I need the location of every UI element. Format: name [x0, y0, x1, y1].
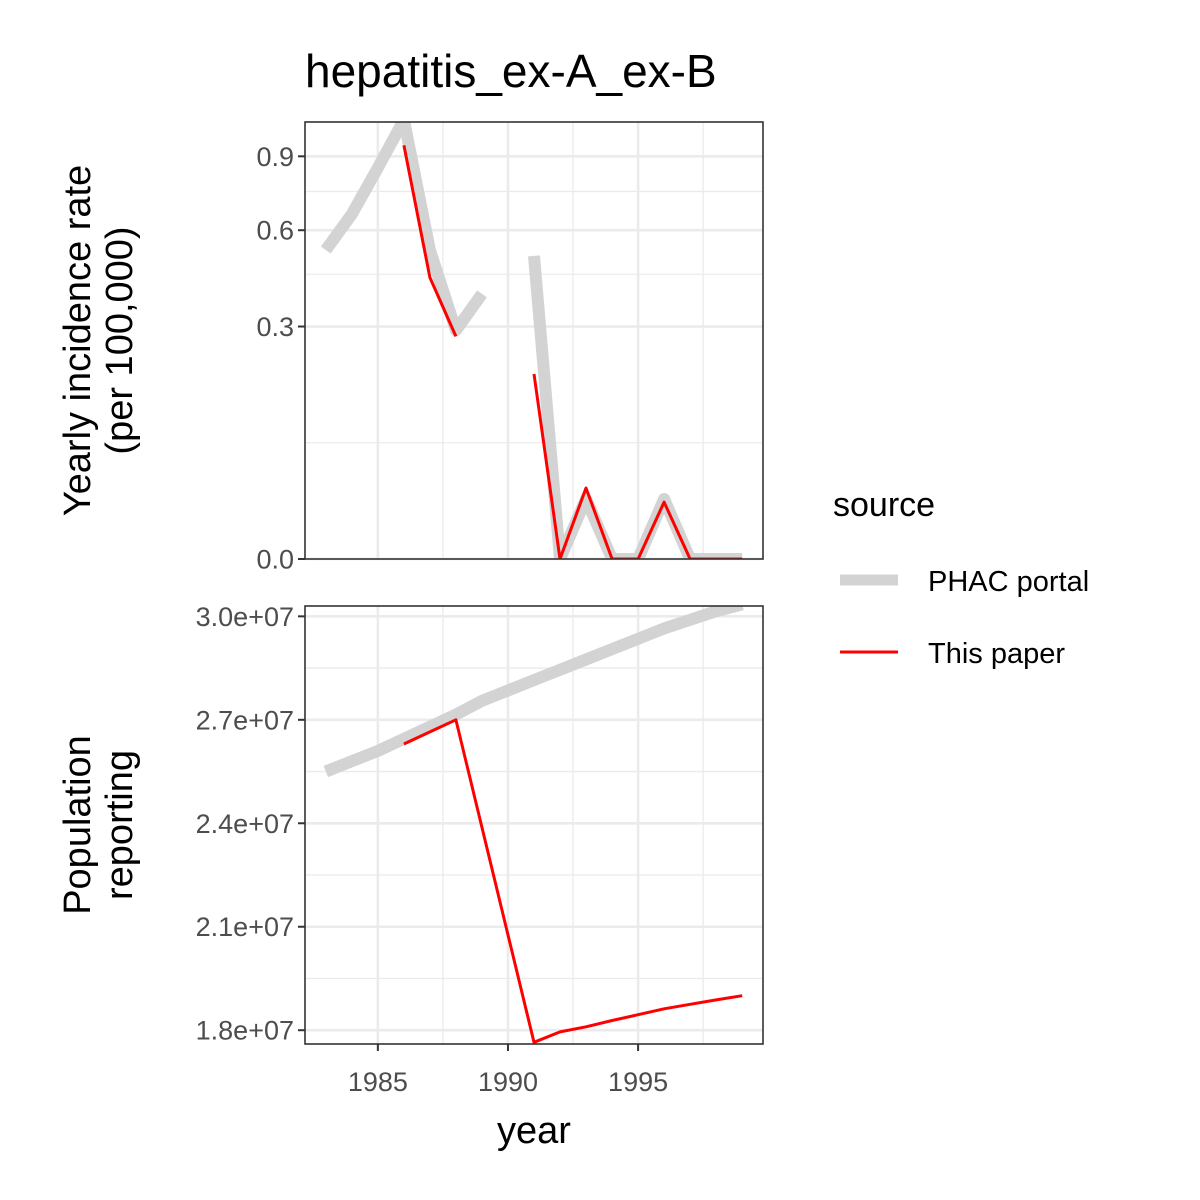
y-tick-label: 1.8e+07 — [196, 1016, 294, 1046]
x-tick-label: 1985 — [348, 1067, 408, 1097]
panel-border — [304, 605, 764, 1045]
legend: source PHAC portal This paper — [833, 486, 1089, 670]
legend-label-phac-portal: PHAC portal — [928, 566, 1089, 598]
legend-title: source — [833, 486, 935, 524]
y-tick-label: 0.6 — [256, 216, 294, 246]
population-panel: 1.8e+07 2.1e+07 2.4e+07 2.7e+07 3.0e+07 Popul… — [57, 602, 764, 1046]
panel-series — [320, 122, 743, 559]
y-tick-label: 2.7e+07 — [196, 705, 294, 735]
panel-series — [323, 606, 744, 1044]
y-axis-title: Yearly incidence rate(per 100,000) — [57, 165, 141, 516]
y-tick-label: 0.0 — [256, 545, 294, 575]
panel-background — [305, 122, 763, 559]
series-line-phac-portal — [320, 122, 487, 337]
legend-label-this-paper: This paper — [928, 638, 1065, 670]
x-axis-title: year — [497, 1110, 571, 1152]
series-line-phac-portal — [323, 606, 744, 778]
y-axis-title-line: reporting — [99, 750, 141, 900]
series-line-this-paper — [532, 373, 743, 559]
y-axis-title-line: Yearly incidence rate — [57, 165, 99, 516]
x-axis: 1985 1990 1995 — [348, 1044, 668, 1097]
y-tick-label: 3.0e+07 — [196, 602, 294, 632]
y-tick-label: 2.1e+07 — [196, 912, 294, 942]
y-tick-label: 0.3 — [256, 312, 294, 342]
incidence-panel: 0.0 0.3 0.6 0.9 Yearly incidence rate(per 10… — [57, 121, 764, 575]
y-tick-label: 0.9 — [256, 142, 294, 172]
y-tick-label: 2.4e+07 — [196, 809, 294, 839]
series-line-this-paper — [403, 718, 743, 1044]
series-line-this-paper — [402, 145, 458, 338]
chart-title: hepatitis_ex-A_ex-B — [305, 45, 717, 97]
panel-border — [304, 121, 764, 560]
x-tick-label: 1995 — [608, 1067, 668, 1097]
y-axis-title-line: (per 100,000) — [99, 226, 141, 454]
x-tick-label: 1990 — [478, 1067, 538, 1097]
y-axis-title: Populationreporting — [57, 735, 141, 915]
y-axis-title-line: Population — [57, 735, 99, 915]
